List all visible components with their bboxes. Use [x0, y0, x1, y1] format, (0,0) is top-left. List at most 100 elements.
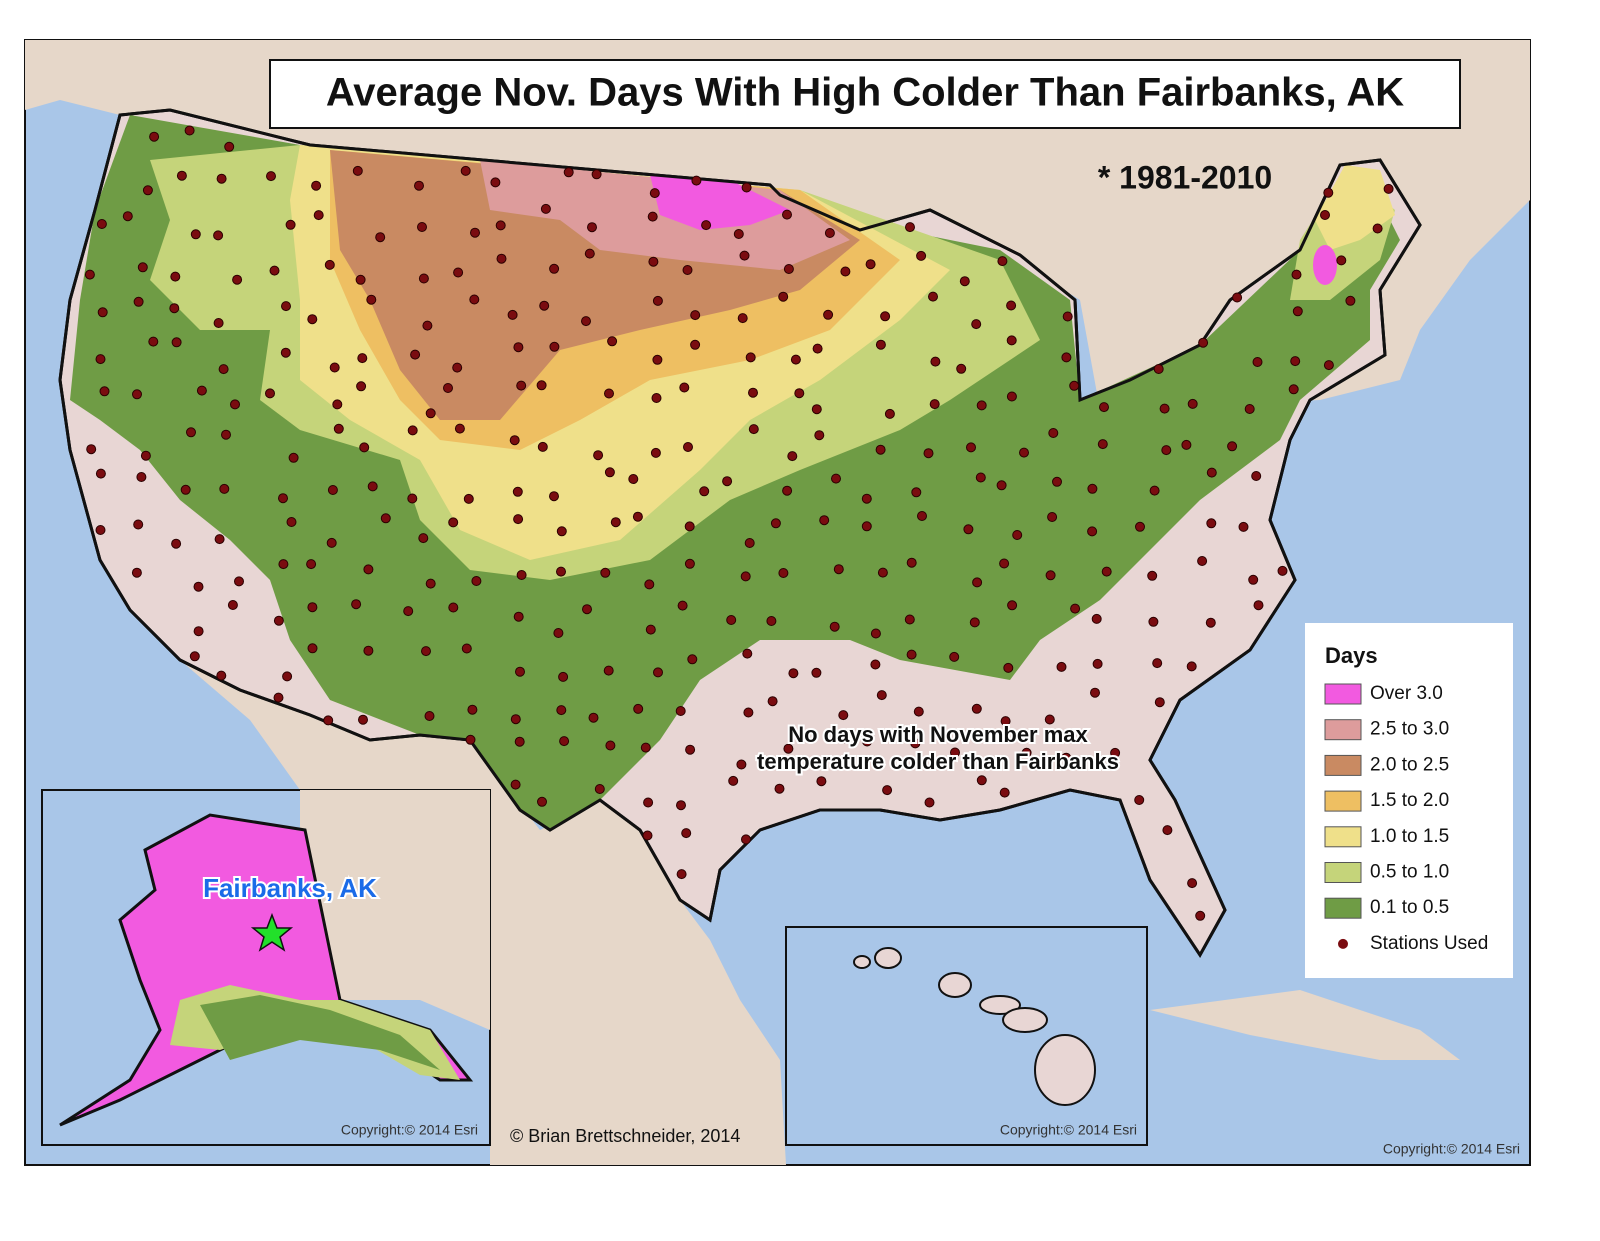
station: [691, 175, 702, 186]
station: [740, 571, 751, 582]
station: [584, 248, 595, 259]
station: [221, 429, 231, 440]
station: [273, 692, 284, 703]
station: [783, 743, 794, 754]
station: [684, 558, 695, 569]
station: [1101, 566, 1112, 577]
station: [1152, 658, 1163, 669]
station: [513, 342, 524, 353]
station: [904, 614, 915, 625]
station: [539, 300, 550, 311]
station: [286, 517, 297, 527]
station: [363, 564, 374, 575]
station: [748, 424, 759, 435]
station: [1099, 402, 1109, 413]
station: [193, 626, 204, 637]
station: [1195, 910, 1206, 921]
station: [812, 343, 823, 354]
station: [905, 222, 915, 233]
station: [824, 228, 835, 238]
station: [811, 404, 822, 415]
station: [778, 291, 789, 302]
station: [684, 521, 695, 532]
station: [600, 567, 611, 578]
station: [1052, 476, 1062, 487]
hawaii-inset: Copyright:© 2014 Esri: [785, 926, 1148, 1146]
station: [510, 779, 521, 790]
station: [906, 649, 917, 660]
zones: [70, 115, 1400, 830]
station: [443, 383, 453, 393]
station: [782, 209, 792, 220]
station: [323, 715, 334, 726]
station: [1206, 518, 1217, 529]
station: [453, 267, 464, 278]
station: [537, 441, 548, 452]
station: [357, 353, 368, 364]
station: [976, 775, 987, 786]
annotation-line: temperature colder than Fairbanks: [757, 749, 1119, 774]
station: [512, 486, 523, 497]
station: [515, 666, 525, 677]
station: [682, 265, 693, 275]
station: [910, 738, 921, 749]
station: [1087, 483, 1098, 494]
station: [285, 219, 296, 230]
legend-label: 0.5 to 1.0: [1370, 862, 1449, 883]
station: [950, 747, 960, 758]
station: [171, 538, 182, 549]
station: [1323, 360, 1334, 371]
legend-label: Over 3.0: [1370, 683, 1443, 704]
station: [1323, 187, 1334, 198]
station: [326, 537, 337, 548]
station: [949, 651, 960, 662]
station: [653, 667, 663, 678]
station: [610, 517, 621, 528]
legend: Days Over 3.0 2.5 to 3.0 2.0 to 2.5 1.5 to …: [1305, 623, 1513, 978]
inset-label: Fairbanks, AK: [203, 873, 377, 903]
station: [628, 474, 639, 484]
alaska-inset: Fairbanks, AK Copyright:© 2014 Esri: [41, 789, 491, 1146]
station: [470, 227, 480, 238]
station: [307, 602, 318, 613]
zone-coast: [200, 995, 440, 1070]
station: [677, 600, 688, 611]
station: [999, 787, 1010, 798]
station: [563, 167, 574, 178]
station: [1244, 404, 1255, 414]
station: [930, 356, 941, 367]
station: [359, 442, 370, 453]
station: [281, 301, 291, 312]
station: [278, 493, 288, 504]
cuba: [1150, 990, 1460, 1060]
period: * 1981-2010: [1098, 159, 1272, 195]
station: [131, 567, 142, 578]
station: [1159, 403, 1170, 414]
station: [509, 435, 520, 446]
station: [1232, 292, 1243, 303]
station: [794, 388, 805, 399]
station: [216, 173, 227, 184]
station: [687, 654, 698, 665]
station: [84, 269, 95, 280]
station: [593, 450, 604, 461]
station: [1277, 565, 1288, 576]
station: [811, 667, 822, 678]
station: [190, 229, 201, 240]
station: [363, 645, 374, 656]
station: [278, 559, 289, 570]
station: [1090, 687, 1100, 698]
station: [213, 230, 224, 241]
station: [1045, 570, 1056, 581]
station: [307, 314, 318, 325]
station: [1006, 335, 1017, 346]
station: [460, 165, 471, 176]
station: [787, 451, 798, 462]
station: [685, 744, 696, 755]
station: [218, 364, 229, 375]
station: [230, 399, 240, 410]
station: [553, 628, 564, 638]
station: [142, 185, 153, 196]
station: [971, 319, 982, 330]
